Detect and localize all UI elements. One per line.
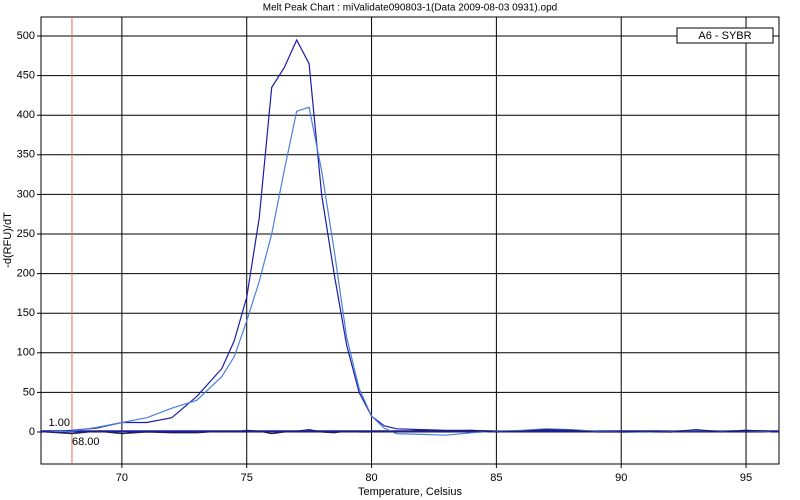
x-tick-label: 85 (490, 472, 502, 484)
x-tick-label: 70 (116, 472, 128, 484)
y-tick-label: 100 (17, 347, 35, 359)
y-tick-label: 500 (17, 30, 35, 42)
y-tick-label: 250 (17, 228, 35, 240)
y-axis-label: -d(RFU)/dT (2, 212, 14, 268)
y-tick-label: 450 (17, 70, 35, 82)
x-axis-label: Temperature, Celsius (358, 486, 462, 498)
y-tick-label: 50 (23, 386, 35, 398)
series-line (46, 428, 772, 435)
x-tick-label: 95 (740, 472, 752, 484)
y-tick-label: 300 (17, 188, 35, 200)
chart-title: Melt Peak Chart : miValidate090803-1(Dat… (263, 3, 557, 14)
y-tick-label: 400 (17, 109, 35, 121)
x-tick-label: 80 (365, 472, 377, 484)
x-tick-label: 75 (241, 472, 253, 484)
legend-label: A6 - SYBR (698, 30, 751, 42)
plot-area (40, 16, 780, 465)
y-tick-label: 350 (17, 149, 35, 161)
marker-label: 68.00 (72, 436, 100, 448)
legend-box (676, 27, 774, 44)
y-tick-label: 200 (17, 268, 35, 280)
threshold-label: 1.00 (49, 417, 70, 429)
y-tick-label: 0 (29, 426, 35, 438)
x-tick-label: 90 (615, 472, 627, 484)
y-tick-label: 150 (17, 307, 35, 319)
